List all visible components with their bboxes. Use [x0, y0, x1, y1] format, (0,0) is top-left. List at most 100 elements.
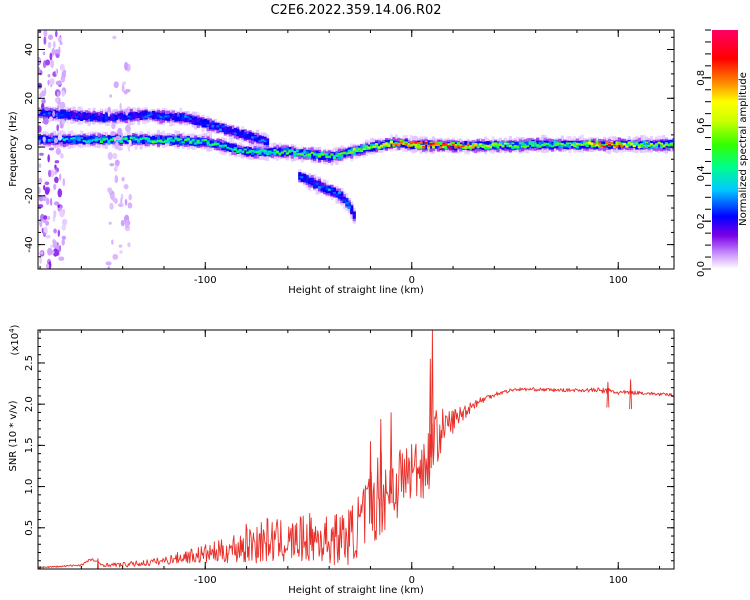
heat-cell — [99, 140, 103, 143]
figure-title: C2E6.2022.359.14.06.R02 — [270, 3, 441, 18]
heat-speck — [44, 87, 47, 96]
heat-cell — [313, 152, 317, 155]
heat-cell — [40, 111, 44, 114]
heat-speck — [56, 105, 60, 109]
heat-cell — [635, 142, 639, 145]
heat-cell — [90, 115, 94, 118]
heat-cell — [320, 185, 324, 188]
heat-cell — [298, 175, 302, 179]
heat-cell — [181, 117, 185, 120]
heat-cell — [109, 136, 113, 141]
heat-speck — [61, 119, 65, 125]
heat-cell — [573, 145, 577, 148]
heat-cell — [441, 143, 445, 146]
heat-cell — [481, 143, 485, 148]
heat-cell — [72, 139, 76, 145]
heat-cell — [102, 116, 106, 119]
heat-cell — [652, 144, 656, 147]
heat-speck — [61, 223, 66, 231]
heat-cell — [456, 145, 460, 148]
heat-speck — [53, 183, 57, 190]
heat-cell — [241, 134, 245, 137]
heat-cell — [347, 202, 351, 207]
heat-cell — [70, 112, 74, 117]
heat-cell — [221, 125, 225, 128]
heat-speck — [117, 127, 123, 136]
heat-cell — [144, 110, 148, 119]
heat-cell — [218, 144, 222, 148]
heat-cell — [221, 123, 225, 132]
heat-speck — [38, 125, 42, 133]
heat-cell — [263, 149, 267, 152]
heat-speck — [115, 135, 121, 140]
heat-cell — [546, 142, 550, 146]
heat-cell — [176, 138, 180, 141]
heat-cell — [174, 137, 178, 140]
heat-cell — [87, 140, 91, 143]
heat-speck — [112, 35, 117, 40]
heat-cell — [191, 119, 195, 125]
heat-cell — [548, 144, 552, 147]
heat-speck — [39, 256, 42, 265]
heat-cell — [573, 141, 577, 146]
heat-cell — [65, 139, 69, 144]
heat-cell — [226, 147, 230, 151]
heat-speck — [107, 152, 113, 160]
heat-cell — [57, 113, 61, 116]
heat-cell — [99, 113, 103, 121]
heat-cell — [315, 182, 319, 185]
heat-speck — [38, 186, 41, 195]
heat-scatter — [38, 30, 133, 269]
heat-cell — [293, 152, 297, 157]
heat-speck — [57, 36, 62, 42]
heat-cell — [283, 148, 287, 152]
heat-speck — [47, 74, 51, 78]
heat-cell — [238, 131, 242, 138]
colorbar-label: Normalized spectral amplitude — [738, 72, 749, 226]
heat-cell — [45, 139, 49, 142]
heat-speck — [62, 208, 65, 214]
heat-cell — [484, 145, 488, 150]
heat-cell — [332, 192, 336, 194]
heat-cell — [347, 149, 351, 154]
heat-cell — [290, 150, 294, 155]
snr-peak — [430, 330, 434, 458]
heat-cell — [469, 145, 473, 148]
heat-cell — [144, 137, 148, 140]
heat-cell — [134, 137, 138, 144]
heat-cell — [355, 149, 359, 152]
heat-cell — [285, 152, 289, 155]
heat-cell — [511, 142, 515, 145]
heat-cell — [82, 137, 86, 141]
heat-cell — [352, 150, 356, 156]
heat-cell — [194, 117, 198, 120]
heat-cell — [548, 141, 552, 146]
heat-speck — [59, 41, 63, 46]
heat-cell — [647, 144, 651, 147]
heat-cell — [439, 141, 443, 146]
heat-cell — [166, 139, 170, 144]
heat-cell — [595, 140, 599, 146]
heat-cell — [375, 143, 379, 146]
heat-cell — [67, 139, 71, 142]
heat-cell — [332, 156, 336, 160]
heat-cell — [318, 181, 322, 186]
heat-cell — [593, 142, 597, 146]
heat-cell — [335, 154, 339, 157]
heat-speck — [39, 92, 43, 98]
heat-cell — [147, 137, 151, 140]
heat-cell — [213, 142, 217, 146]
heat-cell — [50, 113, 54, 116]
heat-speck — [60, 153, 64, 159]
heat-speck — [53, 137, 58, 144]
heat-cell — [342, 151, 346, 155]
heat-cell — [275, 151, 279, 154]
heat-cell — [422, 145, 426, 148]
heat-speck — [49, 52, 53, 61]
heat-cell — [129, 113, 133, 121]
heat-cell — [184, 138, 188, 145]
heat-speck — [49, 116, 53, 122]
heat-cell — [243, 148, 247, 151]
heat-cell — [95, 114, 99, 117]
